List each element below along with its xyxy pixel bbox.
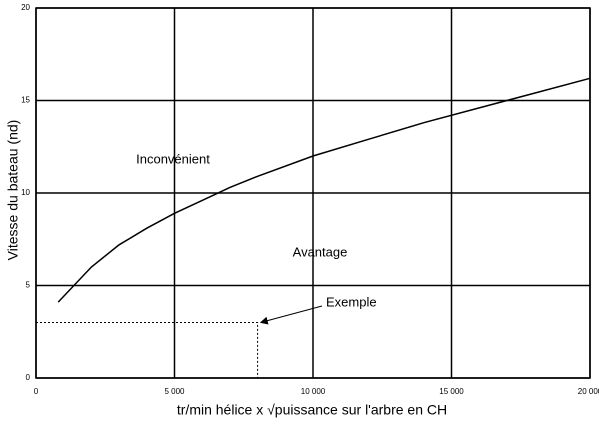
plot-frame bbox=[35, 7, 591, 379]
region-label: Inconvénient bbox=[136, 151, 210, 166]
x-tick-label: 15 000 bbox=[439, 387, 464, 396]
annotation: Exemple bbox=[326, 294, 377, 309]
y-tick-label: 5 bbox=[26, 281, 31, 290]
curve bbox=[57, 77, 591, 303]
y-axis-label: Vitesse du bateau (nd) bbox=[5, 120, 21, 261]
example-guide bbox=[36, 322, 259, 378]
y-tick-label: 20 bbox=[21, 3, 30, 12]
x-tick-label: 10 000 bbox=[301, 387, 326, 396]
x-tick-label: 5 000 bbox=[164, 387, 185, 396]
region-label: Avantage bbox=[293, 244, 348, 259]
y-tick-label: 15 bbox=[21, 96, 30, 105]
x-tick-label: 0 bbox=[34, 387, 39, 396]
x-tick-label: 20 000 bbox=[578, 387, 599, 396]
y-tick-label: 0 bbox=[26, 373, 31, 382]
example-arrow bbox=[259, 305, 323, 325]
x-axis-label: tr/min hélice x √puissance sur l'arbre e… bbox=[177, 402, 447, 418]
y-tick-label: 10 bbox=[21, 188, 30, 197]
